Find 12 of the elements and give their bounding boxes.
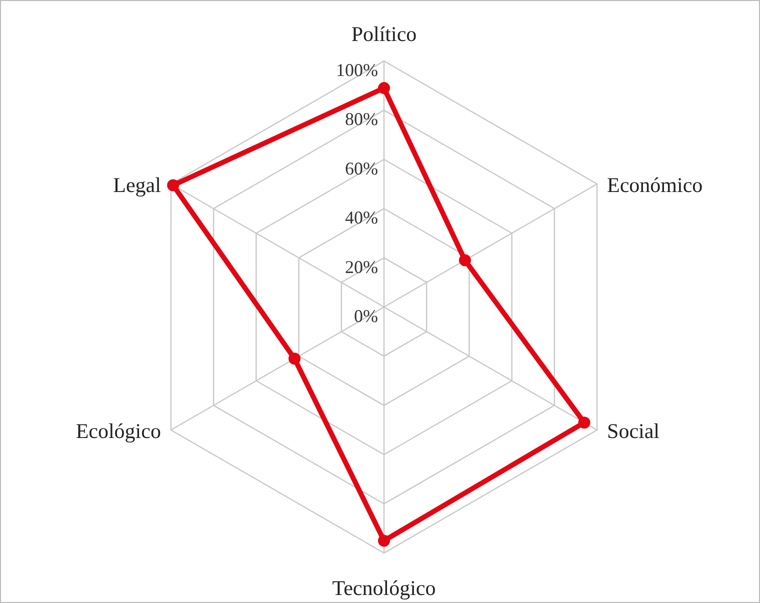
- y-tick-label: 40%: [345, 208, 378, 228]
- y-tick-label: 80%: [345, 109, 378, 130]
- y-tick-label: 0%: [354, 306, 378, 326]
- y-tick-label: 60%: [345, 158, 378, 178]
- spoke-label: Económico: [607, 173, 703, 197]
- y-tick-label: 100%: [336, 60, 378, 80]
- y-tick-label: 20%: [345, 256, 378, 277]
- spoke-label: Político: [351, 22, 417, 46]
- spoke-label: Social: [607, 419, 660, 443]
- spoke-label: Legal: [113, 173, 162, 197]
- spoke-label: Tecnológico: [332, 576, 436, 600]
- spoke-label: Ecológico: [76, 419, 161, 443]
